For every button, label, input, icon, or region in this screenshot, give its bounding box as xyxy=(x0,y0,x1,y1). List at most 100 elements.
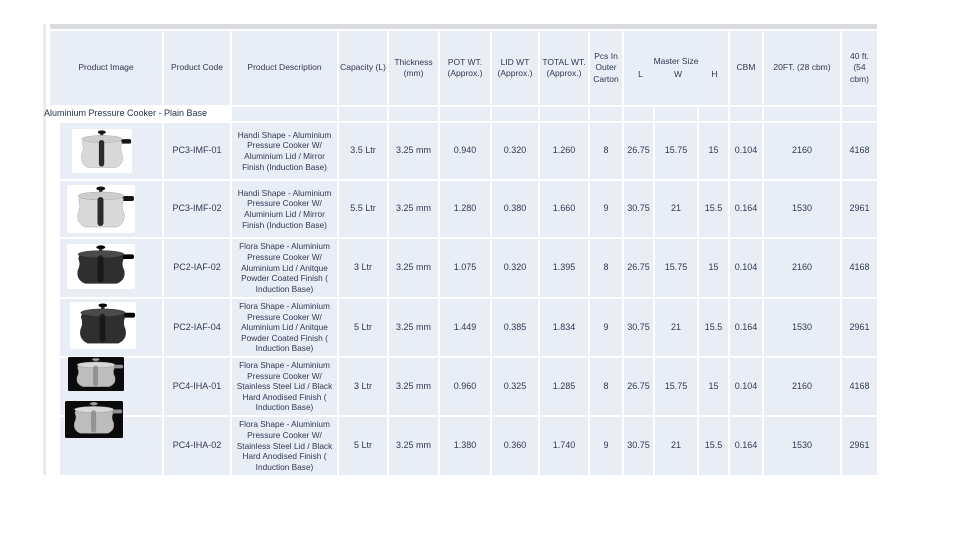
master-size-w-cell: 15.75 xyxy=(655,358,697,415)
master-size-h-cell: 15.5 xyxy=(699,181,728,237)
header-master-h: H xyxy=(711,68,718,79)
thickness-cell: 3.25 mm xyxy=(389,239,438,297)
product-description-cell: Flora Shape - Aluminium Pressure Cooker … xyxy=(232,239,337,297)
lid-wt-cell: 0.380 xyxy=(492,181,538,237)
product-image-cell xyxy=(60,123,162,179)
product-photo xyxy=(65,401,123,438)
product-code-cell: PC4-IHA-01 xyxy=(164,358,230,415)
total-wt-cell: 1.740 xyxy=(540,417,588,475)
master-size-l-cell: 26.75 xyxy=(624,123,653,179)
product-photo xyxy=(67,244,135,289)
master-size-w-cell: 21 xyxy=(655,299,697,356)
40ft-qty-cell: 4168 xyxy=(842,358,877,415)
master-size-h-cell: 15 xyxy=(699,123,728,179)
product-description-cell: Handi Shape - Aluminium Pressure Cooker … xyxy=(232,181,337,237)
cbm-cell: 0.164 xyxy=(730,181,762,237)
table-row: PC3-IMF-02 Handi Shape - Aluminium Press… xyxy=(50,181,877,237)
master-size-w-cell: 15.75 xyxy=(655,239,697,297)
section-title: Aluminium Pressure Cooker - Plain Base xyxy=(44,108,208,118)
master-size-h-cell: 15.5 xyxy=(699,417,728,475)
40ft-qty-cell: 2961 xyxy=(842,299,877,356)
header-capacity: Capacity (L) xyxy=(339,31,387,105)
lid-wt-cell: 0.385 xyxy=(492,299,538,356)
total-wt-cell: 1.834 xyxy=(540,299,588,356)
header-product-code: Product Code xyxy=(164,31,230,105)
header-thickness: Thickness (mm) xyxy=(389,31,438,105)
total-wt-cell: 1.260 xyxy=(540,123,588,179)
40ft-qty-cell: 4168 xyxy=(842,239,877,297)
header-pot-wt: POT WT. (Approx.) xyxy=(440,31,490,105)
product-image-cell xyxy=(60,239,162,297)
pot-wt-cell: 1.280 xyxy=(440,181,490,237)
product-photo xyxy=(72,129,132,173)
table-row: PC4-IHA-02 Flora Shape - Aluminium Press… xyxy=(50,401,877,475)
header-20ft: 20FT. (28 cbm) xyxy=(764,31,840,105)
pcs-in-outer-carton-cell: 8 xyxy=(590,358,622,415)
header-master-w: W xyxy=(673,68,683,79)
spacer-cell xyxy=(50,239,58,297)
thickness-cell: 3.25 mm xyxy=(389,181,438,237)
pot-wt-cell: 0.960 xyxy=(440,358,490,415)
cbm-cell: 0.104 xyxy=(730,358,762,415)
product-description-cell: Flora Shape - Aluminium Pressure Cooker … xyxy=(232,299,337,356)
total-wt-cell: 1.285 xyxy=(540,358,588,415)
20ft-qty-cell: 2160 xyxy=(764,358,840,415)
product-description-cell: Handi Shape - Aluminium Pressure Cooker … xyxy=(232,123,337,179)
cbm-cell: 0.104 xyxy=(730,239,762,297)
pot-wt-cell: 1.380 xyxy=(440,417,490,475)
table-row: PC3-IMF-01 Handi Shape - Aluminium Press… xyxy=(50,123,877,179)
spacer-cell xyxy=(50,417,58,475)
capacity-cell: 3 Ltr xyxy=(339,358,387,415)
header-total-wt: TOTAL WT. (Approx.) xyxy=(540,31,588,105)
master-size-h-cell: 15 xyxy=(699,239,728,297)
pcs-in-outer-carton-cell: 9 xyxy=(590,417,622,475)
20ft-qty-cell: 1530 xyxy=(764,181,840,237)
20ft-qty-cell: 1530 xyxy=(764,417,840,475)
thickness-cell: 3.25 mm xyxy=(389,358,438,415)
20ft-qty-cell: 2160 xyxy=(764,123,840,179)
product-description-cell: Flora Shape - Aluminium Pressure Cooker … xyxy=(232,358,337,415)
20ft-qty-cell: 1530 xyxy=(764,299,840,356)
product-code-cell: PC2-IAF-04 xyxy=(164,299,230,356)
product-image-cell xyxy=(60,181,162,237)
spacer-cell xyxy=(50,181,58,237)
pcs-in-outer-carton-cell: 8 xyxy=(590,239,622,297)
pot-wt-cell: 1.075 xyxy=(440,239,490,297)
capacity-cell: 5.5 Ltr xyxy=(339,181,387,237)
header-lid-wt: LID WT (Approx.) xyxy=(492,31,538,105)
spacer-cell xyxy=(50,358,58,415)
thickness-cell: 3.25 mm xyxy=(389,417,438,475)
thickness-cell: 3.25 mm xyxy=(389,299,438,356)
cbm-cell: 0.164 xyxy=(730,417,762,475)
header-pcs-in-outer-carton: Pcs In Outer Carton xyxy=(590,31,622,105)
pcs-in-outer-carton-cell: 8 xyxy=(590,123,622,179)
product-description-cell: Flora Shape - Aluminium Pressure Cooker … xyxy=(232,417,337,475)
product-code-cell: PC3-IMF-01 xyxy=(164,123,230,179)
pcs-in-outer-carton-cell: 9 xyxy=(590,181,622,237)
master-size-h-cell: 15 xyxy=(699,358,728,415)
cbm-cell: 0.164 xyxy=(730,299,762,356)
header-40ft: 40 ft. (54 cbm) xyxy=(842,31,877,105)
master-size-l-cell: 30.75 xyxy=(624,299,653,356)
header-product-image: Product Image xyxy=(50,31,162,105)
40ft-qty-cell: 4168 xyxy=(842,123,877,179)
capacity-cell: 5 Ltr xyxy=(339,299,387,356)
40ft-qty-cell: 2961 xyxy=(842,181,877,237)
cbm-cell: 0.104 xyxy=(730,123,762,179)
pot-wt-cell: 0.940 xyxy=(440,123,490,179)
sheet-top-strip xyxy=(50,24,877,29)
product-table: Product Image Product Code Product Descr… xyxy=(44,31,877,475)
product-photo xyxy=(67,185,135,233)
spacer-cell xyxy=(50,299,58,356)
table-header-row: Product Image Product Code Product Descr… xyxy=(50,31,877,105)
product-image-cell xyxy=(60,299,162,356)
catalog-sheet: Product Image Product Code Product Descr… xyxy=(44,24,877,475)
header-master-size: Master Size L W H xyxy=(624,31,728,105)
table-row: PC2-IAF-04 Flora Shape - Aluminium Press… xyxy=(50,299,877,356)
master-size-w-cell: 21 xyxy=(655,417,697,475)
lid-wt-cell: 0.360 xyxy=(492,417,538,475)
master-size-h-cell: 15.5 xyxy=(699,299,728,356)
header-cbm: CBM xyxy=(730,31,762,105)
20ft-qty-cell: 2160 xyxy=(764,239,840,297)
master-size-l-cell: 30.75 xyxy=(624,181,653,237)
